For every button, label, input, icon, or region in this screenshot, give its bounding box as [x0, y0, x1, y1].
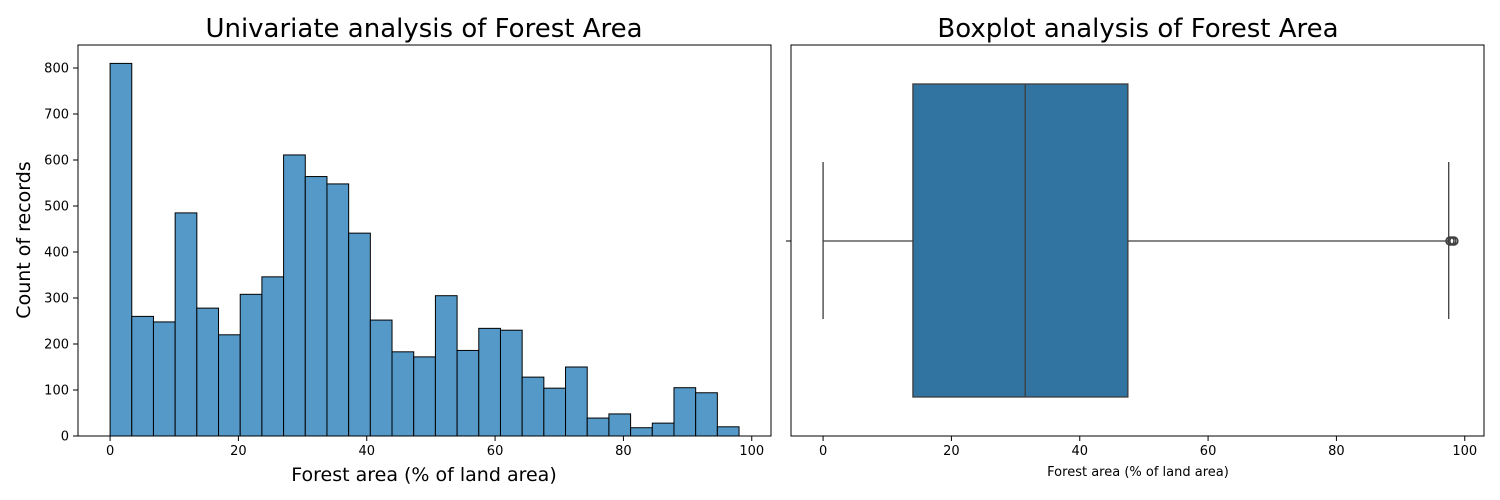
- histogram-bar: [630, 427, 653, 437]
- boxplot-x-tick-label: 60: [1200, 444, 1217, 459]
- histogram-y-tick-label: 100: [44, 384, 69, 399]
- boxplot-title: Boxplot analysis of Forest Area: [937, 14, 1338, 44]
- histogram-bar: [434, 295, 458, 437]
- histogram-bar: [499, 329, 523, 437]
- histogram-bar: [391, 351, 415, 437]
- histogram-x-tick-label: 60: [487, 444, 504, 459]
- histogram-x-ticks: 0 20 40 60 80 100: [106, 436, 764, 459]
- histogram-bar: [174, 212, 198, 437]
- histogram-bars: [109, 62, 740, 437]
- boxplot-x-tick-label: 100: [1452, 444, 1477, 459]
- histogram-y-tick-label: 0: [61, 430, 69, 445]
- histogram-bar: [218, 334, 241, 437]
- histogram-x-tick-label: 100: [739, 444, 764, 459]
- histogram-y-tick-label: 200: [44, 338, 69, 353]
- histogram-y-ticks: 0 100 200 300 400 500 600 700 800: [44, 62, 78, 445]
- histogram-bar: [521, 376, 545, 437]
- boxplot-x-tick-label: 0: [819, 444, 827, 459]
- histogram-bar: [695, 392, 718, 437]
- histogram-bar: [543, 387, 567, 437]
- boxplot-x-ticks: 0 20 40 60 80 100: [819, 436, 1477, 459]
- histogram-bar: [348, 232, 371, 437]
- histogram-x-label: Forest area (% of land area): [291, 464, 556, 486]
- histogram-bar: [261, 276, 285, 437]
- histogram-bar: [283, 154, 306, 437]
- histogram-bar: [369, 319, 393, 437]
- histogram-x-tick-label: 40: [358, 444, 375, 459]
- boxplot-x-label: Forest area (% of land area): [1047, 465, 1229, 480]
- histogram-bar: [109, 62, 133, 437]
- histogram-axes-frame: [77, 44, 772, 437]
- histogram-bar: [586, 417, 610, 437]
- histogram-bar: [196, 307, 220, 437]
- histogram-bar: [651, 422, 675, 437]
- histogram-y-tick-label: 300: [44, 292, 69, 307]
- boxplot-box: [912, 83, 1129, 398]
- boxplot-x-tick-label: 20: [943, 444, 960, 459]
- histogram-bar: [478, 327, 501, 437]
- histogram-bar: [152, 321, 176, 437]
- histogram-bar: [304, 176, 328, 437]
- histogram-bar: [131, 315, 154, 437]
- histogram-x-tick-label: 80: [615, 444, 632, 459]
- histogram-y-tick-label: 700: [44, 108, 69, 123]
- histogram-bar: [326, 183, 350, 437]
- histogram-x-tick-label: 0: [106, 444, 114, 459]
- boxplot-x-tick-label: 40: [1071, 444, 1088, 459]
- boxplot-elements: [822, 83, 1459, 398]
- histogram-bar: [456, 349, 480, 437]
- boxplot-panel: Boxplot analysis of Forest Area 0 20 40 60 8…: [786, 14, 1485, 480]
- histogram-bar: [413, 356, 436, 437]
- histogram-y-tick-label: 600: [44, 154, 69, 169]
- histogram-y-tick-label: 500: [44, 200, 69, 215]
- histogram-panel: Univariate analysis of Forest Area 0 20 40…: [13, 14, 772, 486]
- histogram-bar: [716, 426, 740, 437]
- histogram-bar: [608, 413, 632, 437]
- histogram-bar: [239, 293, 263, 437]
- boxplot-outlier: [1449, 236, 1459, 246]
- histogram-title: Univariate analysis of Forest Area: [205, 14, 642, 44]
- histogram-x-tick-label: 20: [230, 444, 247, 459]
- histogram-y-tick-label: 400: [44, 246, 69, 261]
- histogram-y-label: Count of records: [13, 161, 35, 318]
- histogram-bar: [673, 387, 697, 437]
- boxplot-x-tick-label: 80: [1328, 444, 1345, 459]
- histogram-bar: [565, 366, 588, 437]
- histogram-y-tick-label: 800: [44, 62, 69, 77]
